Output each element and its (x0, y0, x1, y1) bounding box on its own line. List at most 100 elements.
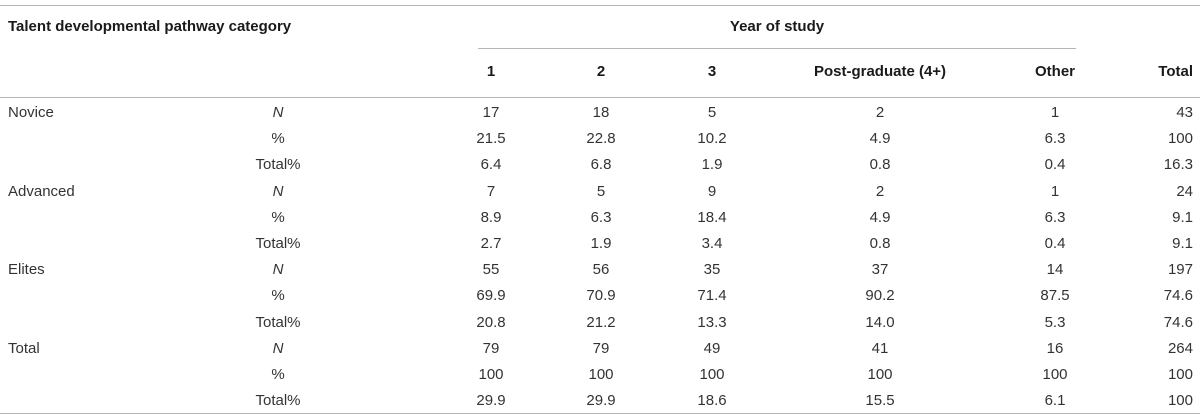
table-cell: 71.4 (697, 287, 727, 304)
table-cell: 2.7 (480, 235, 502, 252)
table-cell: 18 (592, 104, 610, 121)
row-stat-label: N (272, 183, 284, 200)
table-cell: 197 (1167, 261, 1193, 278)
table-cell: 15.5 (865, 392, 895, 409)
table-top-rule (0, 5, 1200, 6)
table-cell: 4.9 (869, 209, 891, 226)
table-cell: 24 (1176, 183, 1193, 200)
table-cell: 79 (482, 340, 500, 357)
table-cell: 37 (871, 261, 889, 278)
table-cell: 100 (1167, 366, 1193, 383)
table-cell: 6.3 (1044, 209, 1066, 226)
table-cell: 100 (588, 366, 614, 383)
table-cell: 2 (875, 104, 885, 121)
table-cell: 100 (1167, 392, 1193, 409)
table-cell: 18.6 (697, 392, 727, 409)
row-stat-label: Total% (255, 156, 301, 173)
table-cell: 1.9 (701, 156, 723, 173)
table-cell: 90.2 (865, 287, 895, 304)
table-cell: 8.9 (480, 209, 502, 226)
row-stat-label: % (271, 130, 285, 147)
row-group-label: Novice (8, 104, 54, 121)
table-cell: 3.4 (701, 235, 723, 252)
table-cell: 6.8 (590, 156, 612, 173)
table-cell: 55 (482, 261, 500, 278)
table-cell: 29.9 (586, 392, 616, 409)
column-header: Other (1034, 63, 1076, 80)
table-cell: 18.4 (697, 209, 727, 226)
table-cell: 13.3 (697, 314, 727, 331)
table-cell: 22.8 (586, 130, 616, 147)
table-cell: 69.9 (476, 287, 506, 304)
column-header: 3 (707, 63, 717, 80)
table-cell: 0.4 (1044, 235, 1066, 252)
table-cell: 1 (1050, 104, 1060, 121)
category-header: Talent developmental pathway category (8, 18, 292, 35)
row-stat-label: N (272, 340, 284, 357)
table-cell: 17 (482, 104, 500, 121)
table-cell: 100 (699, 366, 725, 383)
column-header: 1 (486, 63, 496, 80)
table-cell: 14.0 (865, 314, 895, 331)
table-cell: 0.4 (1044, 156, 1066, 173)
table-cell: 35 (703, 261, 721, 278)
table-cell: 9 (707, 183, 717, 200)
table-cell: 5 (707, 104, 717, 121)
column-header: Post-graduate (4+) (813, 63, 947, 80)
row-stat-label: Total% (255, 314, 301, 331)
year-of-study-header: Year of study (729, 18, 825, 35)
table-cell: 9.1 (1172, 209, 1193, 226)
table-cell: 56 (592, 261, 610, 278)
table-cell: 0.8 (869, 156, 891, 173)
row-group-label: Elites (8, 261, 45, 278)
table-cell: 29.9 (476, 392, 506, 409)
table-cell: 21.2 (586, 314, 616, 331)
table-cell: 0.8 (869, 235, 891, 252)
table-cell: 6.4 (480, 156, 502, 173)
header-bottom-rule (0, 97, 1200, 98)
table-cell: 100 (867, 366, 893, 383)
table-cell: 16.3 (1163, 156, 1193, 173)
table-cell: 20.8 (476, 314, 506, 331)
row-stat-label: N (272, 104, 284, 121)
row-stat-label: N (272, 261, 284, 278)
table-cell: 4.9 (869, 130, 891, 147)
table-cell: 1 (1050, 183, 1060, 200)
table-cell: 100 (1042, 366, 1068, 383)
column-header: Total (1158, 63, 1193, 80)
table-cell: 21.5 (476, 130, 506, 147)
table-cell: 6.3 (590, 209, 612, 226)
table-cell: 5 (596, 183, 606, 200)
row-stat-label: Total% (255, 392, 301, 409)
table-cell: 79 (592, 340, 610, 357)
table-cell: 5.3 (1044, 314, 1066, 331)
table-cell: 87.5 (1040, 287, 1070, 304)
row-group-label: Advanced (8, 183, 75, 200)
table-cell: 100 (1167, 130, 1193, 147)
table-cell: 6.3 (1044, 130, 1066, 147)
table-cell: 41 (871, 340, 889, 357)
table-cell: 74.6 (1163, 287, 1193, 304)
table-cell: 16 (1046, 340, 1064, 357)
table-cell: 1.9 (590, 235, 612, 252)
row-stat-label: % (271, 287, 285, 304)
row-stat-label: % (271, 366, 285, 383)
table-cell: 10.2 (697, 130, 727, 147)
table-cell: 264 (1167, 340, 1193, 357)
table-cell: 74.6 (1163, 314, 1193, 331)
table-bottom-rule (0, 413, 1200, 414)
group-header-rule (478, 48, 1076, 49)
table-cell: 9.1 (1172, 235, 1193, 252)
row-stat-label: % (271, 209, 285, 226)
table-cell: 43 (1176, 104, 1193, 121)
table-cell: 7 (486, 183, 496, 200)
table-cell: 6.1 (1044, 392, 1066, 409)
table-cell: 2 (875, 183, 885, 200)
table-cell: 14 (1046, 261, 1064, 278)
table-cell: 49 (703, 340, 721, 357)
table-cell: 70.9 (586, 287, 616, 304)
row-stat-label: Total% (255, 235, 301, 252)
row-group-label: Total (8, 340, 40, 357)
table-cell: 100 (478, 366, 504, 383)
